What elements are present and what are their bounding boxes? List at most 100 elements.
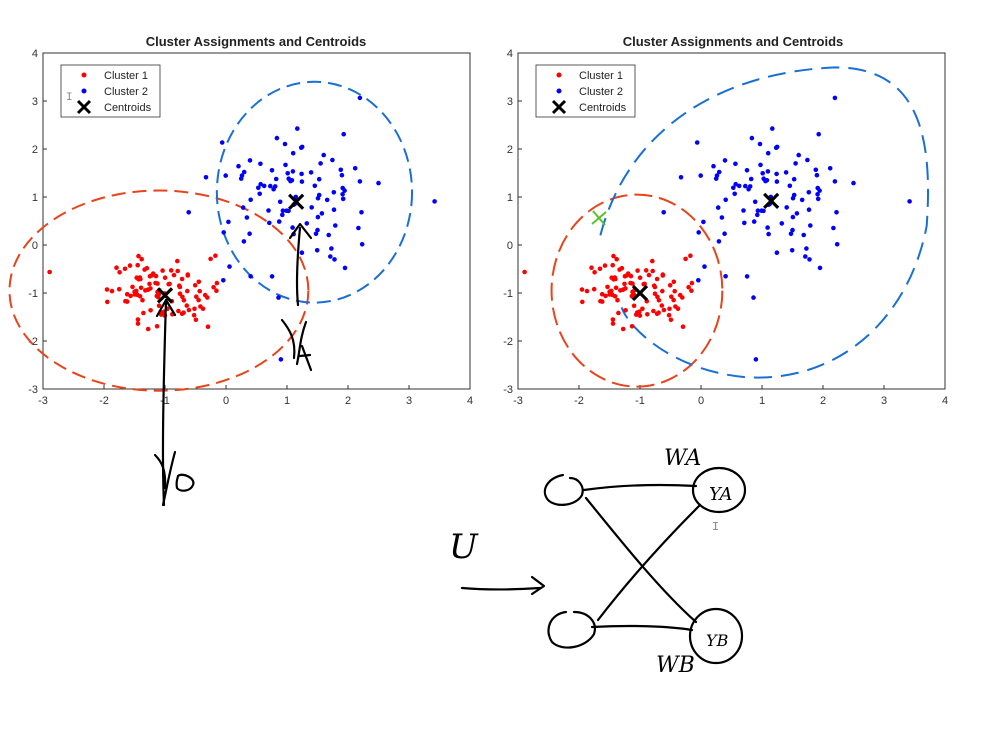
cluster1-point xyxy=(610,317,616,322)
green-x-marker xyxy=(591,210,607,226)
centroid-markers xyxy=(156,193,305,304)
cluster2-point xyxy=(742,220,747,226)
cluster1-point xyxy=(185,288,190,294)
cluster2-point xyxy=(815,192,820,197)
cluster2-point xyxy=(751,295,756,300)
centroid-stroke xyxy=(156,287,174,304)
cluster2-point xyxy=(326,232,332,238)
axis-ticks: -3 -2 -1 0 1 2 3 4 -3 -2 -1 0 1 2 3 4 xyxy=(503,48,948,407)
cluster1-point xyxy=(667,306,672,312)
label-ya xyxy=(280,318,313,372)
cluster1-point xyxy=(646,272,652,278)
cluster1-point xyxy=(602,263,608,268)
cluster2-point xyxy=(807,257,812,262)
cluster1-point xyxy=(171,272,177,278)
cluster2-point xyxy=(732,191,737,197)
x-tick-label: 4 xyxy=(942,395,948,407)
cluster2-point xyxy=(219,140,225,145)
legend-label-cluster2: Cluster 2 xyxy=(104,86,148,98)
data-points xyxy=(47,95,437,362)
cluster1-point xyxy=(629,324,635,329)
cluster1-point xyxy=(675,306,681,312)
cluster2-point xyxy=(357,179,363,184)
cluster1-point xyxy=(640,306,645,312)
cluster1-point xyxy=(689,288,694,294)
cluster1-outline xyxy=(550,193,724,388)
cluster2-point xyxy=(907,199,912,204)
cluster1-point xyxy=(620,326,626,332)
cluster2-point xyxy=(790,195,796,201)
cluster1-point xyxy=(127,263,133,268)
cluster1-point xyxy=(214,288,219,294)
y-tick-label: 2 xyxy=(507,144,513,156)
chart-title: Cluster Assignments and Centroids xyxy=(146,34,367,49)
cluster2-point xyxy=(774,179,780,184)
cluster2-point xyxy=(283,162,288,168)
cluster2-point xyxy=(331,207,337,212)
cluster2-point xyxy=(339,172,345,178)
legend-marker-cluster2 xyxy=(556,88,562,94)
cluster2-point xyxy=(743,183,748,189)
cluster1-point xyxy=(185,272,191,277)
cluster2-point xyxy=(333,223,338,228)
cluster1-point xyxy=(603,293,608,299)
cluster2-point xyxy=(267,220,272,226)
cluster2-point xyxy=(266,208,271,213)
cluster2-point xyxy=(714,173,720,178)
cluster2-point xyxy=(286,176,292,181)
cluster2-point xyxy=(223,173,228,178)
cluster2-point xyxy=(803,254,808,259)
cluster2-point xyxy=(321,152,327,158)
cluster1-point xyxy=(597,266,603,272)
cluster1-point xyxy=(135,317,141,322)
cluster1-point xyxy=(134,288,139,294)
cluster2-point xyxy=(814,172,820,178)
centroid-markers xyxy=(631,192,780,302)
cluster2-point xyxy=(759,208,764,213)
y-tick-label: 1 xyxy=(507,192,513,204)
cluster2-point xyxy=(755,212,760,218)
cluster1-point xyxy=(654,311,660,317)
cluster1-point xyxy=(610,321,616,326)
cluster1-point xyxy=(167,281,172,287)
cluster2-point xyxy=(794,211,800,216)
y-tick-label: -3 xyxy=(503,384,513,396)
x-tick-label: 0 xyxy=(223,395,229,407)
cluster2-point xyxy=(308,170,314,175)
cluster2-point xyxy=(295,126,300,131)
cluster1-point xyxy=(159,310,165,315)
handwritten-annotations-left xyxy=(153,222,313,507)
data-points xyxy=(522,95,912,362)
cluster1-point xyxy=(610,262,615,268)
cluster1-point xyxy=(652,291,658,297)
cluster2-point xyxy=(698,173,703,178)
cluster1-point xyxy=(651,283,657,289)
cluster1-point xyxy=(148,308,153,313)
cluster1-point xyxy=(176,283,182,289)
weight-label-wa: WA xyxy=(664,446,701,471)
cluster1-point xyxy=(208,256,213,262)
cluster2-point xyxy=(719,215,725,220)
cluster1-point xyxy=(145,287,151,293)
input-node-top xyxy=(543,473,584,506)
cluster1-point xyxy=(522,269,527,275)
cluster1-point xyxy=(134,275,139,281)
legend-label-cluster2: Cluster 2 xyxy=(579,86,623,98)
cluster1-point xyxy=(156,303,162,309)
text-cursor-icon: I xyxy=(712,520,719,534)
cluster1-point xyxy=(135,292,140,298)
input-label-u: U xyxy=(449,527,479,567)
cluster1-point xyxy=(138,285,144,291)
cluster1-point xyxy=(180,294,185,300)
cluster2-point xyxy=(779,221,785,226)
cluster2-point xyxy=(774,250,780,255)
cluster2-point xyxy=(817,188,822,193)
cluster2-point xyxy=(273,176,279,182)
input-arrow xyxy=(460,586,542,591)
cluster1-point xyxy=(162,275,168,281)
cluster1-point xyxy=(683,256,688,262)
cluster2-point xyxy=(376,180,381,186)
cluster1-point xyxy=(599,291,605,297)
cluster2-point xyxy=(813,167,819,173)
x-tick-label: -3 xyxy=(513,395,523,407)
